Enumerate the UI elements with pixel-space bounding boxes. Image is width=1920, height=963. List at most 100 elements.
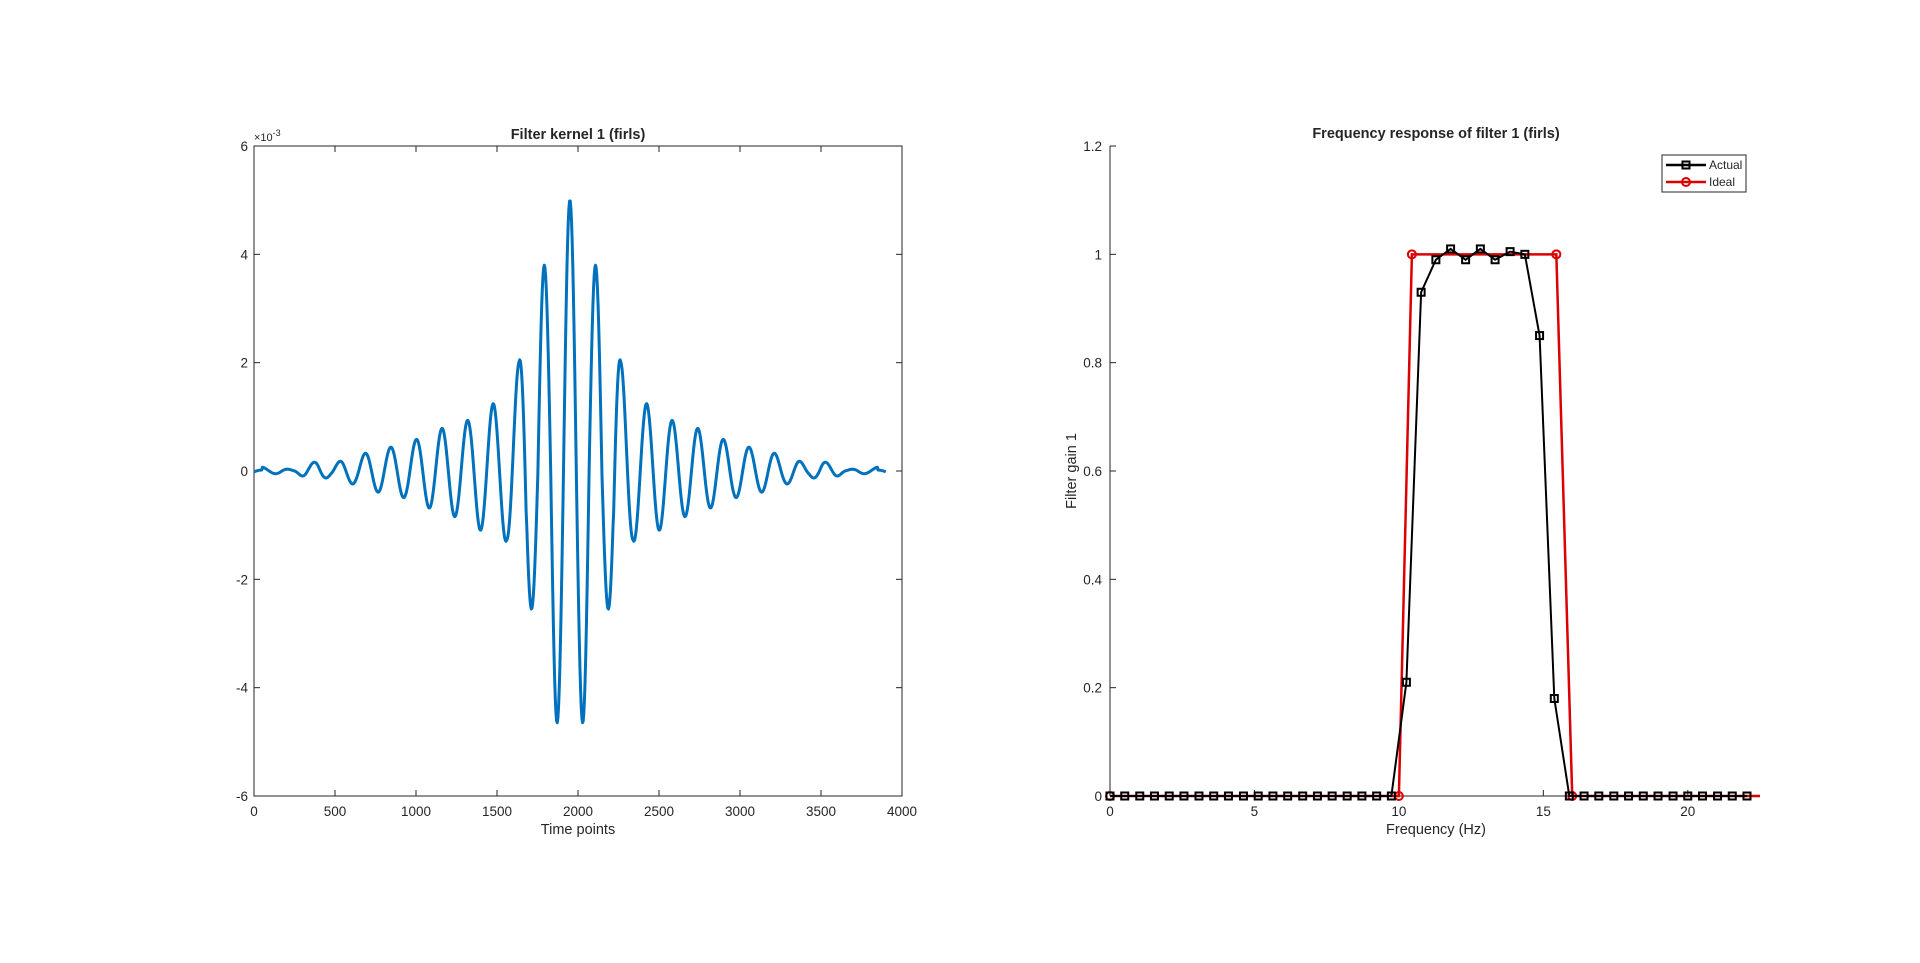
actual-line <box>1110 247 1747 797</box>
actual-point <box>1312 791 1322 801</box>
response-y-ticks: 0 0.2 0.4 0.6 0.8 1 1.2 <box>1083 139 1116 804</box>
actual-point <box>1668 791 1678 801</box>
response-y-tick-label: 0.6 <box>1083 464 1102 479</box>
kernel-x-tick-label: 1500 <box>482 804 512 819</box>
kernel-y-tick-label: -2 <box>236 572 248 587</box>
actual-point <box>1253 791 1263 801</box>
actual-point <box>1179 791 1189 801</box>
actual-point <box>1372 791 1382 801</box>
kernel-y-tick-label: 0 <box>240 464 248 479</box>
response-y-tick-label: 0 <box>1094 789 1102 804</box>
actual-point <box>1461 255 1471 265</box>
response-y-tick-label: 0.2 <box>1083 681 1102 696</box>
response-x-axis-label: Frequency (Hz) <box>1386 822 1486 838</box>
kernel-plot: Filter kernel 1 (firls) 0 500 1000 1500 2000… <box>236 127 917 838</box>
actual-point <box>1416 287 1426 297</box>
kernel-x-tick-label: 3500 <box>806 804 836 819</box>
kernel-plot-title: Filter kernel 1 (firls) <box>511 127 646 143</box>
actual-point <box>1149 791 1159 801</box>
actual-point <box>1431 255 1441 265</box>
actual-point <box>1475 244 1485 254</box>
actual-point <box>1164 791 1174 801</box>
actual-point <box>1209 791 1219 801</box>
actual-point <box>1653 791 1663 801</box>
actual-point <box>1283 791 1293 801</box>
kernel-x-tick-label: 500 <box>324 804 347 819</box>
kernel-y-tick-label: 4 <box>240 247 248 262</box>
legend-actual-marker <box>1681 160 1691 170</box>
response-plot-title: Frequency response of filter 1 (firls) <box>1312 126 1560 142</box>
kernel-plot-axes-box <box>253 145 903 797</box>
legend-ideal-marker <box>1681 177 1691 187</box>
kernel-x-tick-label: 1000 <box>401 804 431 819</box>
kernel-x-tick-label: 2000 <box>563 804 593 819</box>
kernel-y-tick-label: 6 <box>240 139 248 154</box>
response-plot-axes-box <box>1110 146 1760 796</box>
actual-point <box>1638 791 1648 801</box>
ideal-point <box>1406 249 1417 260</box>
kernel-x-ticks: 0 500 1000 1500 2000 2500 3000 3500 4000 <box>250 146 917 819</box>
actual-point <box>1505 247 1515 257</box>
actual-point <box>1609 791 1619 801</box>
response-y-tick-label: 1 <box>1094 247 1102 262</box>
actual-point <box>1698 791 1708 801</box>
actual-point <box>1579 791 1589 801</box>
actual-point <box>1327 791 1337 801</box>
response-y-axis-label: Filter gain 1 <box>1064 433 1080 509</box>
response-y-tick-label: 1.2 <box>1083 139 1102 154</box>
kernel-y-exponent-power: -3 <box>273 128 281 138</box>
kernel-x-tick-label: 4000 <box>887 804 917 819</box>
ideal-point <box>1551 249 1562 260</box>
actual-point <box>1401 677 1411 687</box>
actual-point <box>1298 791 1308 801</box>
actual-point <box>1223 791 1233 801</box>
actual-point <box>1386 791 1396 801</box>
actual-point <box>1520 249 1530 259</box>
kernel-y-tick-label: -4 <box>236 681 248 696</box>
response-x-tick-label: 10 <box>1391 804 1406 819</box>
response-y-tick-label: 0.4 <box>1083 572 1102 587</box>
actual-point <box>1490 255 1500 265</box>
actual-point <box>1342 791 1352 801</box>
response-y-tick-label: 0.8 <box>1083 356 1102 371</box>
kernel-y-exponent: ×10-3 <box>254 128 281 144</box>
actual-point <box>1135 791 1145 801</box>
response-plot: Frequency response of filter 1 (firls) 0… <box>1064 126 1760 838</box>
actual-point <box>1727 791 1737 801</box>
actual-point <box>1105 791 1115 801</box>
actual-point <box>1357 791 1367 801</box>
actual-point <box>1120 791 1130 801</box>
actual-point <box>1683 791 1693 801</box>
kernel-x-tick-label: 3000 <box>725 804 755 819</box>
response-x-tick-label: 5 <box>1251 804 1259 819</box>
response-x-tick-label: 20 <box>1680 804 1695 819</box>
actual-point <box>1194 791 1204 801</box>
actual-point <box>1446 244 1456 254</box>
actual-point <box>1549 694 1559 703</box>
kernel-x-axis-label: Time points <box>541 822 615 838</box>
kernel-x-tick-label: 0 <box>250 804 258 819</box>
kernel-y-exponent-base: ×10 <box>254 132 273 144</box>
kernel-y-tick-label: -6 <box>236 789 248 804</box>
response-x-tick-label: 0 <box>1106 804 1114 819</box>
actual-point <box>1268 791 1278 801</box>
response-x-ticks: 0 5 10 15 20 <box>1106 790 1695 819</box>
kernel-x-tick-label: 2500 <box>644 804 674 819</box>
response-series-ideal <box>1105 249 1760 801</box>
legend-actual-label: Actual <box>1709 158 1742 172</box>
actual-point <box>1564 791 1574 801</box>
actual-point <box>1238 791 1248 801</box>
response-legend: Actual Ideal <box>1661 154 1747 193</box>
response-series-actual <box>1105 244 1752 801</box>
legend-box <box>1661 154 1747 193</box>
actual-point <box>1594 791 1604 801</box>
actual-point <box>1742 791 1752 801</box>
ideal-line <box>1110 253 1760 798</box>
kernel-y-tick-label: 2 <box>240 356 248 371</box>
kernel-series-line <box>253 199 887 725</box>
legend-ideal-label: Ideal <box>1709 175 1735 189</box>
actual-point <box>1535 331 1545 341</box>
kernel-y-ticks: -6 -4 -2 0 2 4 6 <box>236 139 902 804</box>
actual-point <box>1624 791 1634 801</box>
